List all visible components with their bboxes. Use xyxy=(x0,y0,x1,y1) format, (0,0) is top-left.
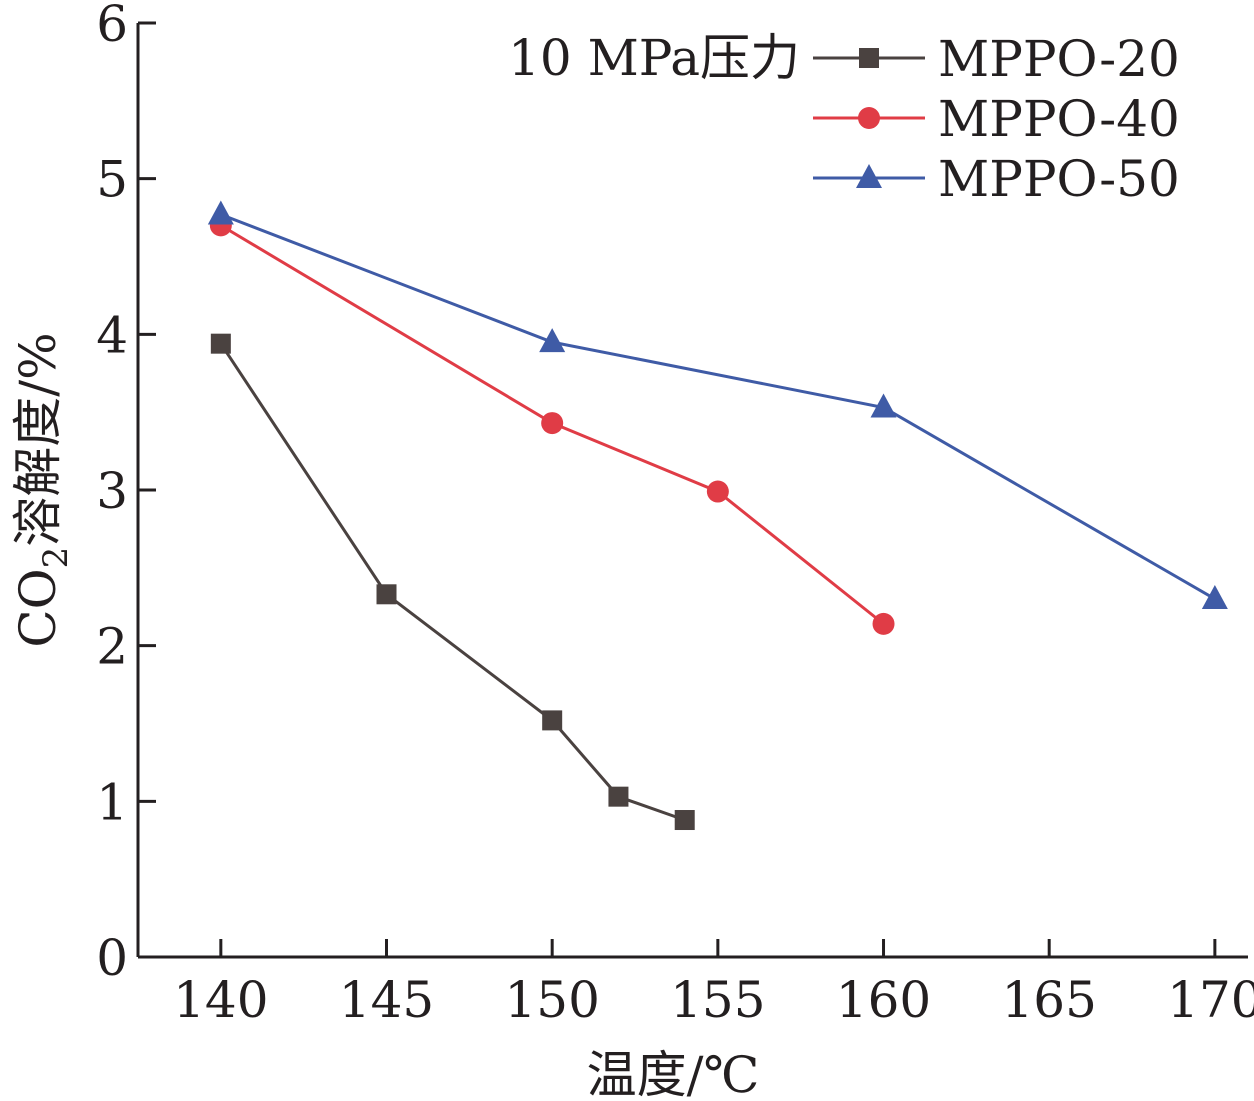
series-layer xyxy=(207,200,1228,831)
y-tick-label: 0 xyxy=(96,929,128,987)
pressure-annotation: 10 MPa压力 xyxy=(508,29,800,87)
y-axis-title: CO2溶解度/% xyxy=(9,332,76,647)
legend-marker xyxy=(856,164,882,188)
x-tick-label: 170 xyxy=(1167,971,1254,1029)
data-point xyxy=(706,480,729,503)
legend-item-mppo-50: MPPO-50 xyxy=(813,150,1180,208)
data-point xyxy=(872,612,895,635)
x-tick-label: 145 xyxy=(339,971,434,1029)
series-line xyxy=(220,224,885,626)
x-tick-label: 155 xyxy=(670,971,765,1029)
y-tick-label: 3 xyxy=(96,462,128,520)
y-tick-label: 2 xyxy=(96,618,128,676)
x-tick-label: 140 xyxy=(173,971,268,1029)
data-point xyxy=(674,810,695,831)
y-axis-title-main: CO xyxy=(9,568,67,647)
series-mppo-20 xyxy=(210,333,695,831)
legend-item-mppo-20: MPPO-20 xyxy=(813,30,1180,88)
axes-layer: 0 1 2 3 4 5 6 140 145 150 155 160 165 170 xyxy=(96,0,1254,1029)
x-tick-label: 165 xyxy=(1001,971,1096,1029)
series-line xyxy=(220,213,1216,601)
data-point xyxy=(608,786,629,807)
series-mppo-50 xyxy=(207,200,1228,609)
series-mppo-40 xyxy=(209,214,895,635)
y-tick-label: 6 xyxy=(96,0,128,53)
series-line xyxy=(219,342,686,822)
data-point xyxy=(1201,584,1228,609)
x-tick-label: 150 xyxy=(504,971,599,1029)
data-point xyxy=(539,328,566,353)
data-point xyxy=(210,333,231,354)
y-axis-title-rest: 溶解度/% xyxy=(9,332,67,546)
y-tick-label: 5 xyxy=(96,151,128,209)
legend-item-mppo-40: MPPO-40 xyxy=(813,90,1180,148)
data-point xyxy=(541,412,564,435)
legend-label: MPPO-50 xyxy=(938,150,1180,208)
y-axis-title-subscript: 2 xyxy=(36,547,76,569)
data-point xyxy=(207,200,234,225)
y-tick-label: 1 xyxy=(96,773,128,831)
x-tick-label: 160 xyxy=(836,971,931,1029)
data-point xyxy=(870,393,897,418)
legend-marker xyxy=(858,107,880,129)
data-point xyxy=(542,710,563,731)
data-point xyxy=(376,584,397,605)
legend-marker xyxy=(859,48,879,68)
legend-label: MPPO-40 xyxy=(938,90,1180,148)
legend-label: MPPO-20 xyxy=(938,30,1180,88)
x-axis-title: 温度/℃ xyxy=(587,1046,760,1101)
y-tick-label: 4 xyxy=(96,306,128,364)
